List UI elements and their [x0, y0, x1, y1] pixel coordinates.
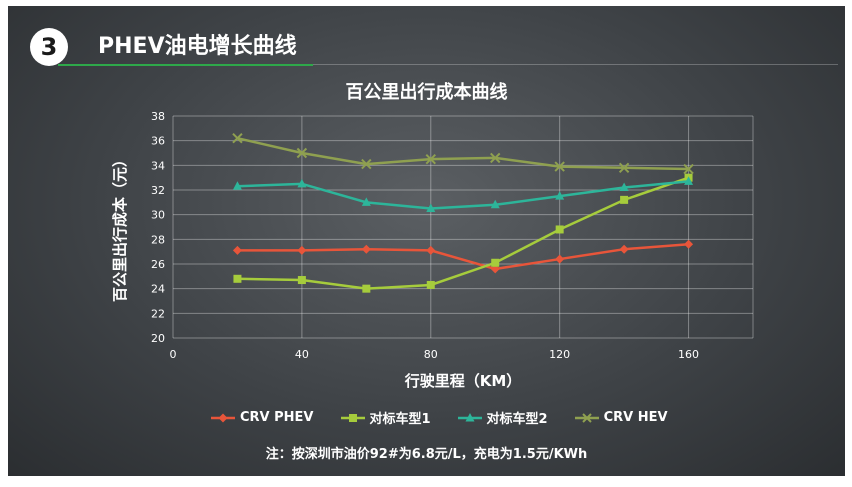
chart-legend: CRV PHEV 对标车型1 对标车型2 CRV HEV	[210, 408, 668, 427]
legend-item: CRV HEV	[574, 410, 668, 425]
section-number-badge: 3	[30, 28, 68, 66]
data-point-series-1	[232, 245, 242, 255]
data-point-series-1	[361, 244, 371, 254]
y-axis-title: 百公里出行成本（元）	[111, 152, 129, 302]
data-point-series-1	[619, 244, 629, 254]
data-point-series-2	[491, 258, 500, 267]
data-point-series-1	[297, 245, 307, 255]
data-point-series-3	[555, 191, 565, 200]
legend-swatch	[574, 412, 599, 423]
legend-swatch	[457, 412, 482, 421]
data-point-series-4	[554, 161, 565, 172]
data-point-series-3	[426, 203, 436, 212]
x-axis-title: 行驶里程（KM）	[404, 372, 522, 390]
data-point-series-2	[620, 195, 629, 204]
data-point-series-2	[362, 284, 371, 293]
y-tick-label: 24	[151, 283, 165, 296]
y-tick-label: 36	[151, 135, 165, 148]
legend-swatch	[211, 413, 235, 422]
data-point-series-4	[232, 132, 243, 144]
x-tick-label: 40	[295, 348, 309, 361]
y-tick-label: 22	[151, 307, 165, 320]
y-tick-label: 26	[151, 258, 165, 271]
data-point-series-4	[618, 162, 630, 174]
line-chart: 20 22 24 26 28 30 32 34 36 38 0 40 80 120 160 行驶里程（KM） 百…	[111, 110, 754, 390]
title-underline	[58, 64, 313, 66]
y-tick-label: 38	[151, 110, 165, 123]
series-line-3	[237, 180, 689, 210]
legend-item: 对标车型1	[340, 408, 431, 427]
series-line-1	[237, 243, 689, 271]
data-point-series-1	[426, 245, 436, 255]
y-tick-label: 34	[151, 159, 165, 172]
legend-item: CRV PHEV	[210, 410, 314, 425]
data-point-series-4	[490, 152, 501, 164]
y-tick-label: 32	[151, 184, 165, 197]
data-point-series-3	[297, 178, 307, 188]
legend-item: 对标车型2	[457, 408, 548, 427]
data-point-series-4	[425, 153, 436, 165]
data-point-series-3	[619, 182, 629, 192]
series-line-2	[237, 176, 689, 290]
x-tick-label: 80	[424, 348, 438, 361]
y-tick-label: 30	[151, 209, 165, 222]
data-point-series-2	[297, 276, 306, 285]
data-point-series-1	[555, 254, 565, 264]
section-title: PHEV油电增长曲线	[98, 34, 297, 59]
y-tick-label: 20	[151, 332, 165, 345]
title-divider	[313, 64, 838, 65]
legend-label: CRV PHEV	[240, 410, 314, 425]
legend-label: 对标车型1	[369, 412, 431, 427]
legend-swatch	[340, 413, 365, 422]
data-point-series-2	[555, 225, 564, 234]
chart-title: 百公里出行成本曲线	[345, 82, 508, 103]
data-point-series-1	[684, 239, 694, 249]
data-point-series-3	[232, 181, 242, 190]
data-point-series-4	[361, 158, 372, 170]
x-tick-label: 0	[170, 348, 177, 361]
data-point-series-4	[296, 147, 308, 159]
y-tick-label: 28	[151, 233, 165, 246]
data-point-series-3	[361, 197, 371, 206]
x-tick-label: 160	[678, 348, 699, 361]
footnote: 注：按深圳市油价92#为6.8元/L，充电为1.5元/KWh	[265, 447, 588, 462]
legend-label: 对标车型2	[486, 412, 548, 427]
series-line-4	[237, 136, 689, 171]
data-point-series-4	[683, 163, 694, 175]
data-point-series-3	[490, 199, 500, 209]
data-point-series-2	[426, 280, 435, 289]
data-point-series-3	[684, 176, 694, 185]
legend-label: CRV HEV	[603, 410, 668, 425]
x-tick-label: 120	[549, 348, 570, 361]
data-point-series-2	[233, 274, 242, 283]
slide: 3 PHEV油电增长曲线 百公里出行成本曲线 20 22 24 26 28 30 32 34 3…	[8, 6, 845, 476]
